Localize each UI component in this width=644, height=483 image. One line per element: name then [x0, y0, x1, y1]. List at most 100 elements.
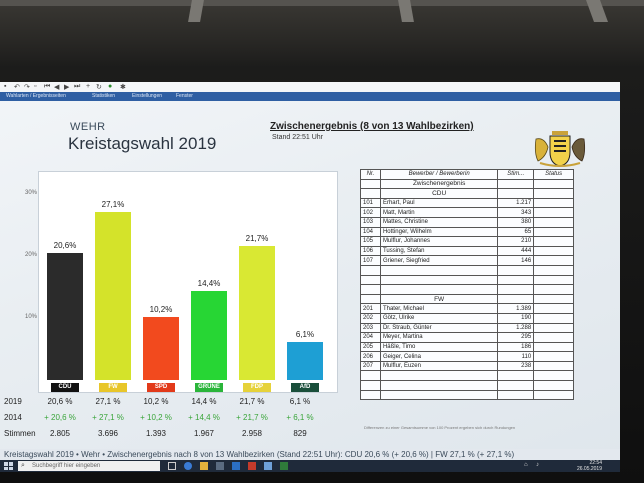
result-cell: + 6,1 % [286, 413, 314, 422]
table-row[interactable]: 205 Häßle, Timo 186 [360, 341, 574, 353]
cell-votes: 444 [497, 245, 535, 257]
taskbar-clock[interactable]: 22:54 26.05.2019 [577, 460, 602, 472]
mail-icon[interactable] [232, 462, 240, 470]
table-row[interactable]: 101 Erhart, Paul 1.217 [360, 197, 574, 209]
redo-icon[interactable]: ↷ [24, 84, 30, 91]
undo-icon[interactable]: ↶ [14, 84, 20, 91]
result-cell: 21,7 % [239, 397, 265, 406]
cell-status [533, 245, 574, 257]
cell-status [533, 216, 574, 228]
cell-nr: 107 [360, 255, 381, 266]
cell-votes: 1.389 [497, 303, 535, 314]
result-cell: + 21,7 % [236, 413, 268, 422]
app-icon[interactable] [248, 462, 256, 470]
table-row[interactable]: 103 Mattes, Christine 380 [360, 216, 574, 228]
table-row[interactable]: 207 Mulflur, Euzen 238 [360, 360, 574, 372]
cell-name: Häßle, Timo [379, 341, 499, 353]
bar-cdu [47, 252, 83, 380]
windows-start-icon[interactable] [4, 462, 13, 470]
cell-status [533, 312, 574, 324]
taskbar-search-input[interactable]: ⌕ Suchbegriff hier eingeben [18, 461, 160, 471]
first-icon[interactable]: ⏮ [44, 83, 51, 90]
cell-status [533, 360, 574, 372]
cell-status [533, 255, 574, 266]
cell-name: Erhart, Paul [379, 197, 499, 209]
save-icon[interactable]: ▪ [4, 83, 7, 90]
prev-icon[interactable]: ◀ [54, 84, 60, 91]
excel-icon[interactable] [280, 462, 288, 470]
table-row[interactable]: 203 Dr. Straub, Günter 1.288 [360, 322, 574, 334]
go-icon[interactable]: ● [108, 83, 113, 90]
tab-einstellungen[interactable]: Einstellungen [132, 93, 163, 99]
page-title: Kreistagswahl 2019 [68, 134, 217, 153]
cell-nr: 202 [360, 312, 381, 324]
party-label: CDU [51, 383, 79, 392]
result-cell: 27,1 % [95, 397, 121, 406]
plus-icon[interactable]: + [86, 83, 91, 90]
tab-fenster[interactable]: Fenster [176, 93, 193, 99]
col-name: Bewerber / Bewerberin [379, 169, 499, 180]
col-votes: Stim... [497, 169, 535, 180]
refresh-icon[interactable]: ↻ [96, 84, 102, 91]
cell-status [533, 341, 574, 353]
file-explorer-icon[interactable] [200, 462, 208, 470]
y-tick-label: 30% [25, 190, 38, 197]
bar-afd [287, 342, 323, 380]
bar-grüne [191, 290, 227, 380]
table-row[interactable]: 201 Thater, Michael 1.389 [360, 303, 574, 314]
party-group-row: CDU [360, 188, 574, 199]
table-subtitle: Zwischenergebnis [379, 178, 499, 190]
table-row[interactable]: 107 Griener, Siegfried 146 [360, 255, 574, 266]
candidate-table: Nr. Bewerber / Bewerberin Stim... Status… [360, 169, 574, 401]
cell-name: Götz, Ulrike [379, 312, 499, 324]
election-app-icon[interactable] [264, 462, 272, 470]
results-slide: WEHR Kreistagswahl 2019 Zwischenergebnis… [0, 101, 620, 449]
search-icon: ⌕ [21, 462, 25, 469]
result-cell: 1.967 [193, 429, 215, 438]
cell-nr: 106 [360, 245, 381, 257]
ceiling-beam [188, 0, 204, 22]
table-row[interactable]: 202 Götz, Ulrike 190 [360, 312, 574, 324]
cell-status [533, 303, 574, 314]
table-row[interactable]: 102 Matt, Martin 343 [360, 207, 574, 218]
interim-heading: Zwischenergebnis (8 von 13 Wahlbezirken) [270, 121, 474, 132]
cell-name: Thater, Michael [379, 303, 499, 314]
network-icon[interactable]: ⌂ [524, 462, 528, 468]
task-view-icon[interactable] [168, 462, 176, 470]
tab-statistiken[interactable]: Statistiken [92, 93, 116, 99]
bar-value-label: 20,6% [53, 240, 77, 250]
store-icon[interactable] [216, 462, 224, 470]
quick-access-toolbar: ▪ ↶ ↷ ▫ ⏮ ◀ ▶ ⏭ + ↻ ● ✱ [0, 82, 620, 92]
cell-status [533, 332, 574, 343]
table-row[interactable]: 206 Geiger, Celina 110 [360, 351, 574, 362]
clock-date: 26.05.2019 [576, 466, 602, 472]
result-cell: 2.958 [241, 429, 263, 438]
table-row[interactable]: 104 Hottinger, Wilhelm 65 [360, 226, 574, 238]
cell-votes: 343 [497, 207, 535, 218]
result-cell: 10,2 % [143, 397, 169, 406]
print-icon[interactable]: ▫ [34, 83, 37, 90]
cell-name: Mattes, Christine [379, 216, 499, 228]
table-row[interactable]: 105 Mulflur, Johannes 210 [360, 236, 574, 247]
cell-name: Meyer, Martina [379, 332, 499, 343]
clock-time: 22:54 [589, 460, 602, 466]
bar-value-label: 14,4% [197, 278, 221, 288]
next-icon[interactable]: ▶ [64, 84, 70, 91]
result-cell: + 10,2 % [140, 413, 172, 422]
bar-value-label: 21,7% [245, 233, 269, 243]
table-row[interactable]: 106 Tussing, Stefan 444 [360, 245, 574, 257]
cell-status [533, 207, 574, 218]
table-row[interactable]: 204 Meyer, Martina 295 [360, 332, 574, 343]
cell-nr: 101 [360, 197, 381, 209]
cell-name: Geiger, Celina [379, 351, 499, 362]
cell-votes: 190 [497, 312, 535, 324]
settings-icon[interactable]: ✱ [120, 84, 126, 91]
table-spacer-row [360, 264, 574, 276]
cell-name: Hottinger, Wilhelm [379, 226, 499, 238]
cell-name: Griener, Siegfried [379, 255, 499, 266]
volume-icon[interactable]: ♪ [536, 462, 539, 468]
cell-name: Dr. Straub, Günter [379, 322, 499, 334]
last-icon[interactable]: ⏭ [74, 83, 81, 90]
edge-icon[interactable] [184, 462, 192, 470]
tab-wahlarten[interactable]: Wahlarten / Ergebnisseiten [6, 93, 66, 99]
